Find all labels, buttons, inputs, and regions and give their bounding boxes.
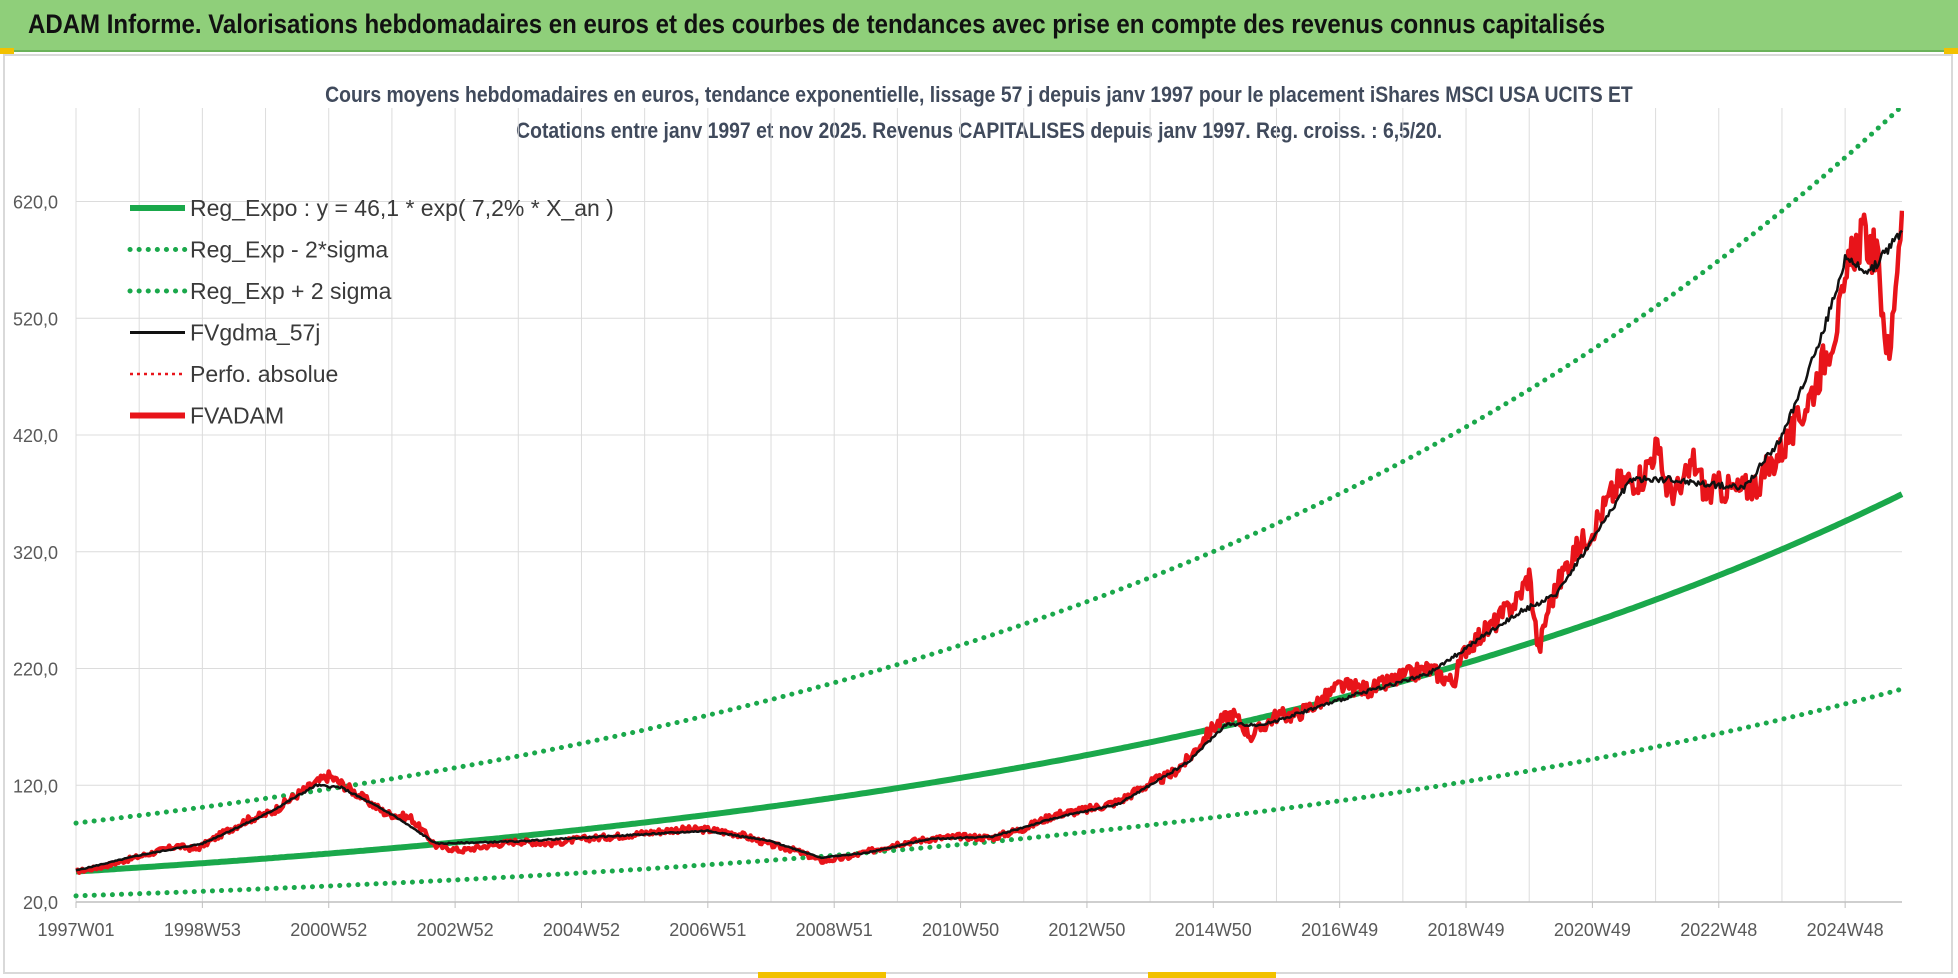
chart-title-line-2: Cotations entre janv 1997 et nov 2025. R… — [515, 118, 1443, 143]
report-banner: ADAM Informe. Valorisations hebdomadaire… — [0, 0, 1958, 52]
legend-label: Reg_Exp + 2 sigma — [190, 278, 392, 304]
chart-title-line-1: Cours moyens hebdomadaires en euros, ten… — [325, 82, 1633, 107]
x-tick-label: 2000W52 — [290, 920, 367, 940]
corner-marker-left — [0, 48, 14, 54]
legend: Reg_Expo : y = 46,1 * exp( 7,2% * X_an )… — [127, 195, 614, 429]
x-tick-label: 2004W52 — [543, 920, 620, 940]
grid-layer — [75, 108, 1902, 903]
x-tick-label: 2002W52 — [417, 920, 494, 940]
bottom-marker — [758, 972, 886, 978]
chart-frame — [3, 54, 1953, 974]
legend-label: FVgdma_57j — [190, 320, 320, 346]
x-tick-label: 2006W51 — [669, 920, 746, 940]
x-tick-label: 2024W48 — [1807, 920, 1884, 940]
report-title: ADAM Informe. Valorisations hebdomadaire… — [28, 9, 1606, 39]
x-tick-label: 2014W50 — [1175, 920, 1252, 940]
y-tick-label: 520,0 — [13, 309, 58, 329]
y-tick-label: 220,0 — [13, 660, 58, 680]
y-tick-label: 620,0 — [13, 193, 58, 213]
x-tick-label: 2020W49 — [1554, 920, 1631, 940]
corner-marker-right — [1944, 48, 1958, 54]
x-tick-label: 1998W53 — [164, 920, 241, 940]
x-tick-label: 2010W50 — [922, 920, 999, 940]
series-reg-exp-plus-2-sigma — [73, 108, 1904, 826]
x-tick-label: 1997W01 — [37, 920, 114, 940]
legend-label: FVADAM — [190, 403, 284, 429]
series-reg-exp-minus-2-sigma — [73, 686, 1904, 899]
x-tick-label: 2016W49 — [1301, 920, 1378, 940]
x-tick-label: 2018W49 — [1428, 920, 1505, 940]
y-tick-label: 320,0 — [13, 543, 58, 563]
x-tick-label: 2008W51 — [796, 920, 873, 940]
series-fvgdma-57j — [75, 229, 1903, 872]
series-fvadam — [75, 210, 1904, 875]
y-tick-label: 420,0 — [13, 426, 58, 446]
series-reg-expo — [75, 491, 1904, 875]
x-tick-label: 2012W50 — [1048, 920, 1125, 940]
series-layer — [73, 108, 1904, 899]
legend-label: Reg_Expo : y = 46,1 * exp( 7,2% * X_an ) — [190, 195, 614, 221]
axis-layer: 20,0 120,0 220,0 320,0 420,0 520,0 620,0 1997W0… — [13, 193, 1902, 940]
legend-label: Perfo. absolue — [190, 361, 338, 387]
x-tick-label: 2022W48 — [1680, 920, 1757, 940]
bottom-marker — [1148, 972, 1276, 978]
y-tick-label: 120,0 — [13, 776, 58, 796]
y-tick-label: 20,0 — [23, 893, 58, 913]
legend-label: Reg_Exp - 2*sigma — [190, 237, 388, 263]
